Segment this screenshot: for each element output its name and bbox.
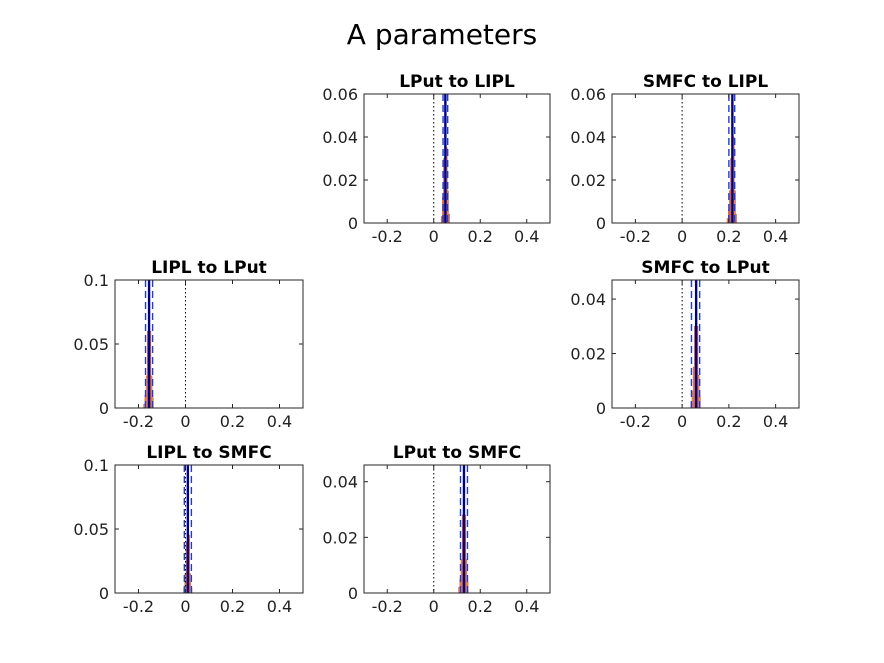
x-tick-label: 0.2 bbox=[220, 412, 245, 431]
histogram-bar bbox=[447, 214, 450, 224]
x-tick-label: -0.2 bbox=[372, 227, 403, 246]
y-tick-label: 0.1 bbox=[84, 271, 109, 290]
subplot-title: LPut to SMFC bbox=[393, 443, 521, 463]
x-tick-label: -0.2 bbox=[372, 597, 403, 616]
x-tick-label: 0.2 bbox=[468, 597, 493, 616]
axes-box bbox=[611, 279, 800, 409]
x-tick-label: 0 bbox=[677, 227, 687, 246]
x-tick-label: 0.4 bbox=[267, 597, 292, 616]
subplot-title: LIPL to SMFC bbox=[146, 443, 271, 463]
plot-area bbox=[612, 280, 799, 408]
y-tick-label: 0 bbox=[596, 214, 606, 233]
x-tick-label: -0.2 bbox=[123, 597, 154, 616]
y-tick-label: 0.06 bbox=[570, 85, 606, 104]
x-tick-label: 0 bbox=[429, 597, 439, 616]
x-tick-label: 0.4 bbox=[514, 227, 539, 246]
axes-box bbox=[363, 464, 551, 594]
subplot-4: -0.2 0 0.2 0.4 0 0.02 0.04 SMFC to LPut bbox=[570, 258, 800, 431]
y-tick-label: 0.06 bbox=[322, 85, 358, 104]
x-tick-label: 0 bbox=[180, 597, 190, 616]
x-tick-label: 0 bbox=[677, 412, 687, 431]
x-tick-label: 0 bbox=[180, 412, 190, 431]
y-tick-label: 0.1 bbox=[84, 456, 109, 475]
subplot-title: SMFC to LPut bbox=[641, 258, 769, 278]
y-tick-label: 0.04 bbox=[322, 128, 358, 147]
y-tick-label: 0.04 bbox=[570, 128, 606, 147]
plot-area bbox=[115, 280, 303, 408]
axes-box bbox=[363, 93, 551, 224]
plot-area bbox=[115, 465, 303, 593]
subplot-5: -0.2 0 0.2 0.4 0 0.05 0.1 LIPL to SMFC bbox=[73, 443, 304, 616]
histogram-bar bbox=[735, 214, 737, 224]
subplot-title: LIPL to LPut bbox=[151, 258, 267, 278]
subplot-6: -0.2 0 0.2 0.4 0 0.02 0.04 LPut to SMFC bbox=[322, 443, 551, 616]
x-tick-label: 0.4 bbox=[763, 412, 788, 431]
y-tick-label: 0 bbox=[99, 399, 109, 418]
x-tick-label: 0.2 bbox=[220, 597, 245, 616]
subplot-title: LPut to LIPL bbox=[399, 72, 515, 92]
subplot-3: -0.2 0 0.2 0.4 0 0.05 0.1 LIPL to LPut bbox=[73, 258, 304, 431]
y-tick-label: 0.02 bbox=[570, 345, 606, 364]
subplot-title: SMFC to LIPL bbox=[643, 72, 769, 92]
y-tick-label: 0.04 bbox=[322, 473, 358, 492]
x-tick-label: 0.2 bbox=[468, 227, 493, 246]
plot-area bbox=[612, 94, 799, 223]
y-tick-label: 0.02 bbox=[570, 171, 606, 190]
x-tick-label: 0.2 bbox=[716, 227, 741, 246]
y-tick-label: 0 bbox=[596, 399, 606, 418]
x-tick-label: -0.2 bbox=[620, 227, 651, 246]
y-tick-label: 0.04 bbox=[570, 290, 606, 309]
plot-area bbox=[364, 465, 550, 593]
x-tick-label: 0.2 bbox=[716, 412, 741, 431]
y-tick-label: 0 bbox=[348, 214, 358, 233]
x-tick-label: 0.4 bbox=[763, 227, 788, 246]
x-tick-label: -0.2 bbox=[123, 412, 154, 431]
y-tick-label: 0.02 bbox=[322, 528, 358, 547]
x-tick-label: 0 bbox=[429, 227, 439, 246]
y-tick-label: 0.05 bbox=[73, 335, 109, 354]
subplot-1: -0.2 0 0.2 0.4 0 0.02 0.04 0.06 LPut to LIPL bbox=[322, 72, 551, 246]
figure-title: A parameters bbox=[347, 18, 537, 51]
y-tick-label: 0 bbox=[99, 584, 109, 603]
subplot-2: -0.2 0 0.2 0.4 0 0.02 0.04 0.06 SMFC to LIPL bbox=[570, 72, 800, 246]
plot-area bbox=[364, 94, 550, 223]
x-tick-label: 0.4 bbox=[267, 412, 292, 431]
y-tick-label: 0.05 bbox=[73, 520, 109, 539]
x-tick-label: 0.4 bbox=[514, 597, 539, 616]
axes-box bbox=[611, 93, 800, 224]
y-tick-label: 0.02 bbox=[322, 171, 358, 190]
y-tick-label: 0 bbox=[348, 584, 358, 603]
x-tick-label: -0.2 bbox=[620, 412, 651, 431]
